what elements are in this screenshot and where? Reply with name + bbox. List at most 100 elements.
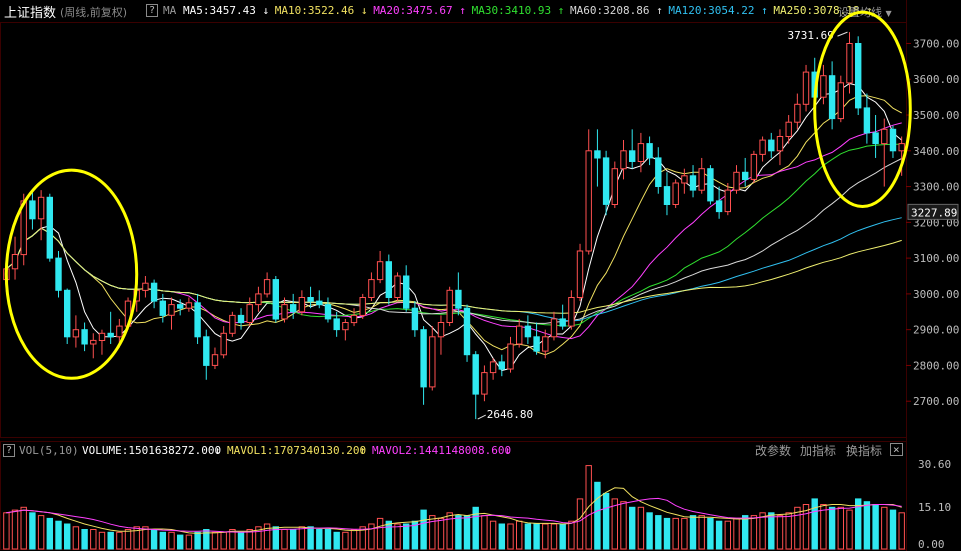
candle-body bbox=[542, 336, 549, 352]
candle-body bbox=[90, 339, 97, 345]
candle-body bbox=[802, 71, 810, 105]
candle-body bbox=[889, 128, 897, 152]
volume-bar bbox=[594, 481, 601, 550]
volume-bar bbox=[203, 529, 210, 550]
ma-legend-item: MA30:3410.93 ↑ bbox=[471, 4, 565, 17]
price-panel-frame bbox=[0, 22, 907, 438]
volume-bar bbox=[20, 506, 27, 550]
volume-bar bbox=[342, 531, 349, 550]
candle-body bbox=[107, 332, 114, 338]
chevron-down-icon: ▼ bbox=[885, 9, 892, 18]
volume-bar bbox=[290, 529, 297, 550]
candle-body bbox=[689, 175, 697, 191]
candle-body bbox=[220, 332, 227, 356]
help-icon[interactable]: ? bbox=[146, 4, 159, 17]
switch-indicator-button[interactable]: 换指标 bbox=[846, 444, 883, 458]
volume-bar bbox=[55, 520, 62, 550]
price-tick-label: 3700.00 bbox=[913, 37, 959, 50]
volume-help-icon[interactable]: ? bbox=[3, 444, 16, 457]
volume-bar bbox=[446, 512, 453, 550]
volume-bar bbox=[733, 517, 740, 550]
volume-bar bbox=[376, 517, 384, 550]
candle-body bbox=[376, 261, 384, 281]
candle-body bbox=[37, 196, 45, 220]
candle-body bbox=[29, 200, 36, 220]
candle-body bbox=[750, 153, 758, 180]
volume-bar bbox=[437, 517, 445, 550]
candle-body bbox=[594, 150, 601, 159]
volume-bar bbox=[81, 529, 88, 550]
volume-bar bbox=[507, 523, 514, 550]
candle-body bbox=[255, 293, 262, 306]
volume-header: ? VOL(5,10) VOLUME:1501638272.000 ↓ MAVO… bbox=[0, 441, 961, 459]
candle-body bbox=[898, 143, 905, 152]
volume-bar bbox=[568, 520, 575, 550]
volume-bar bbox=[142, 526, 149, 550]
candle-body bbox=[333, 318, 340, 331]
volume-bar bbox=[620, 501, 627, 550]
volume-bar bbox=[898, 512, 905, 550]
candle-body bbox=[611, 168, 618, 205]
low-pointer bbox=[477, 414, 486, 420]
volume-bar bbox=[820, 504, 827, 550]
volume-bar bbox=[333, 531, 340, 550]
volume-bar bbox=[455, 515, 462, 550]
candle-body bbox=[472, 354, 479, 395]
ma-legend-item: MA10:3522.46 ↓ bbox=[274, 4, 368, 17]
ma-legend-item: MA250:3078.18 ↑ bbox=[773, 4, 873, 17]
candle-body bbox=[524, 325, 532, 338]
volume-bar bbox=[168, 531, 175, 550]
mavol2-arrow-icon: ↓ bbox=[504, 444, 511, 457]
candle-body bbox=[237, 314, 245, 324]
volume-bar bbox=[403, 523, 410, 550]
candle-body bbox=[168, 304, 175, 316]
candle-body bbox=[429, 336, 436, 388]
edit-params-button[interactable]: 改参数 bbox=[755, 444, 792, 458]
close-icon[interactable]: × bbox=[890, 443, 903, 456]
candle-body bbox=[620, 150, 627, 170]
candle-body bbox=[655, 157, 662, 187]
candle-body bbox=[324, 304, 332, 320]
candle-body bbox=[142, 282, 149, 291]
candle-body bbox=[794, 103, 801, 123]
volume-bar bbox=[516, 520, 523, 550]
candle-body bbox=[768, 139, 775, 152]
ma-line-ma60 bbox=[5, 158, 902, 324]
candle-body bbox=[359, 297, 366, 316]
ma-legend-item: MA20:3475.67 ↑ bbox=[373, 4, 466, 17]
candle-body bbox=[672, 182, 679, 205]
volume-bar bbox=[828, 506, 836, 550]
volume-bar bbox=[576, 498, 584, 550]
volume-bar bbox=[194, 531, 201, 550]
volume-bar bbox=[881, 506, 888, 550]
candle-body bbox=[576, 250, 584, 298]
volume-bar bbox=[116, 531, 123, 550]
add-indicator-button[interactable]: 加指标 bbox=[800, 444, 837, 458]
price-tick-label: 3400.00 bbox=[913, 145, 959, 158]
candle-body bbox=[194, 302, 201, 338]
candle-body bbox=[342, 322, 349, 331]
volume-bar bbox=[533, 523, 540, 550]
candle-body bbox=[11, 254, 19, 270]
volume-bar bbox=[3, 512, 10, 550]
low-annotation: 2646.80 bbox=[487, 408, 533, 421]
candle-body bbox=[820, 75, 827, 98]
candle-body bbox=[307, 297, 314, 302]
candle-body bbox=[568, 297, 575, 327]
volume-bar bbox=[350, 529, 358, 550]
candle-body bbox=[263, 279, 271, 295]
volume-bar bbox=[29, 512, 36, 550]
candle-body bbox=[185, 302, 193, 309]
volume-bar bbox=[724, 520, 731, 550]
candle-body bbox=[629, 150, 636, 163]
volume-bar bbox=[324, 529, 332, 550]
candle-body bbox=[602, 157, 610, 205]
volume-value: VOLUME:1501638272.000 bbox=[82, 444, 222, 457]
candle-body bbox=[246, 304, 253, 324]
current-price-box bbox=[907, 203, 959, 220]
volume-bar bbox=[246, 529, 253, 550]
candle-body bbox=[81, 329, 88, 345]
ma-line-ma10 bbox=[5, 95, 902, 356]
volume-bar bbox=[272, 526, 280, 550]
candle-body bbox=[498, 361, 506, 370]
